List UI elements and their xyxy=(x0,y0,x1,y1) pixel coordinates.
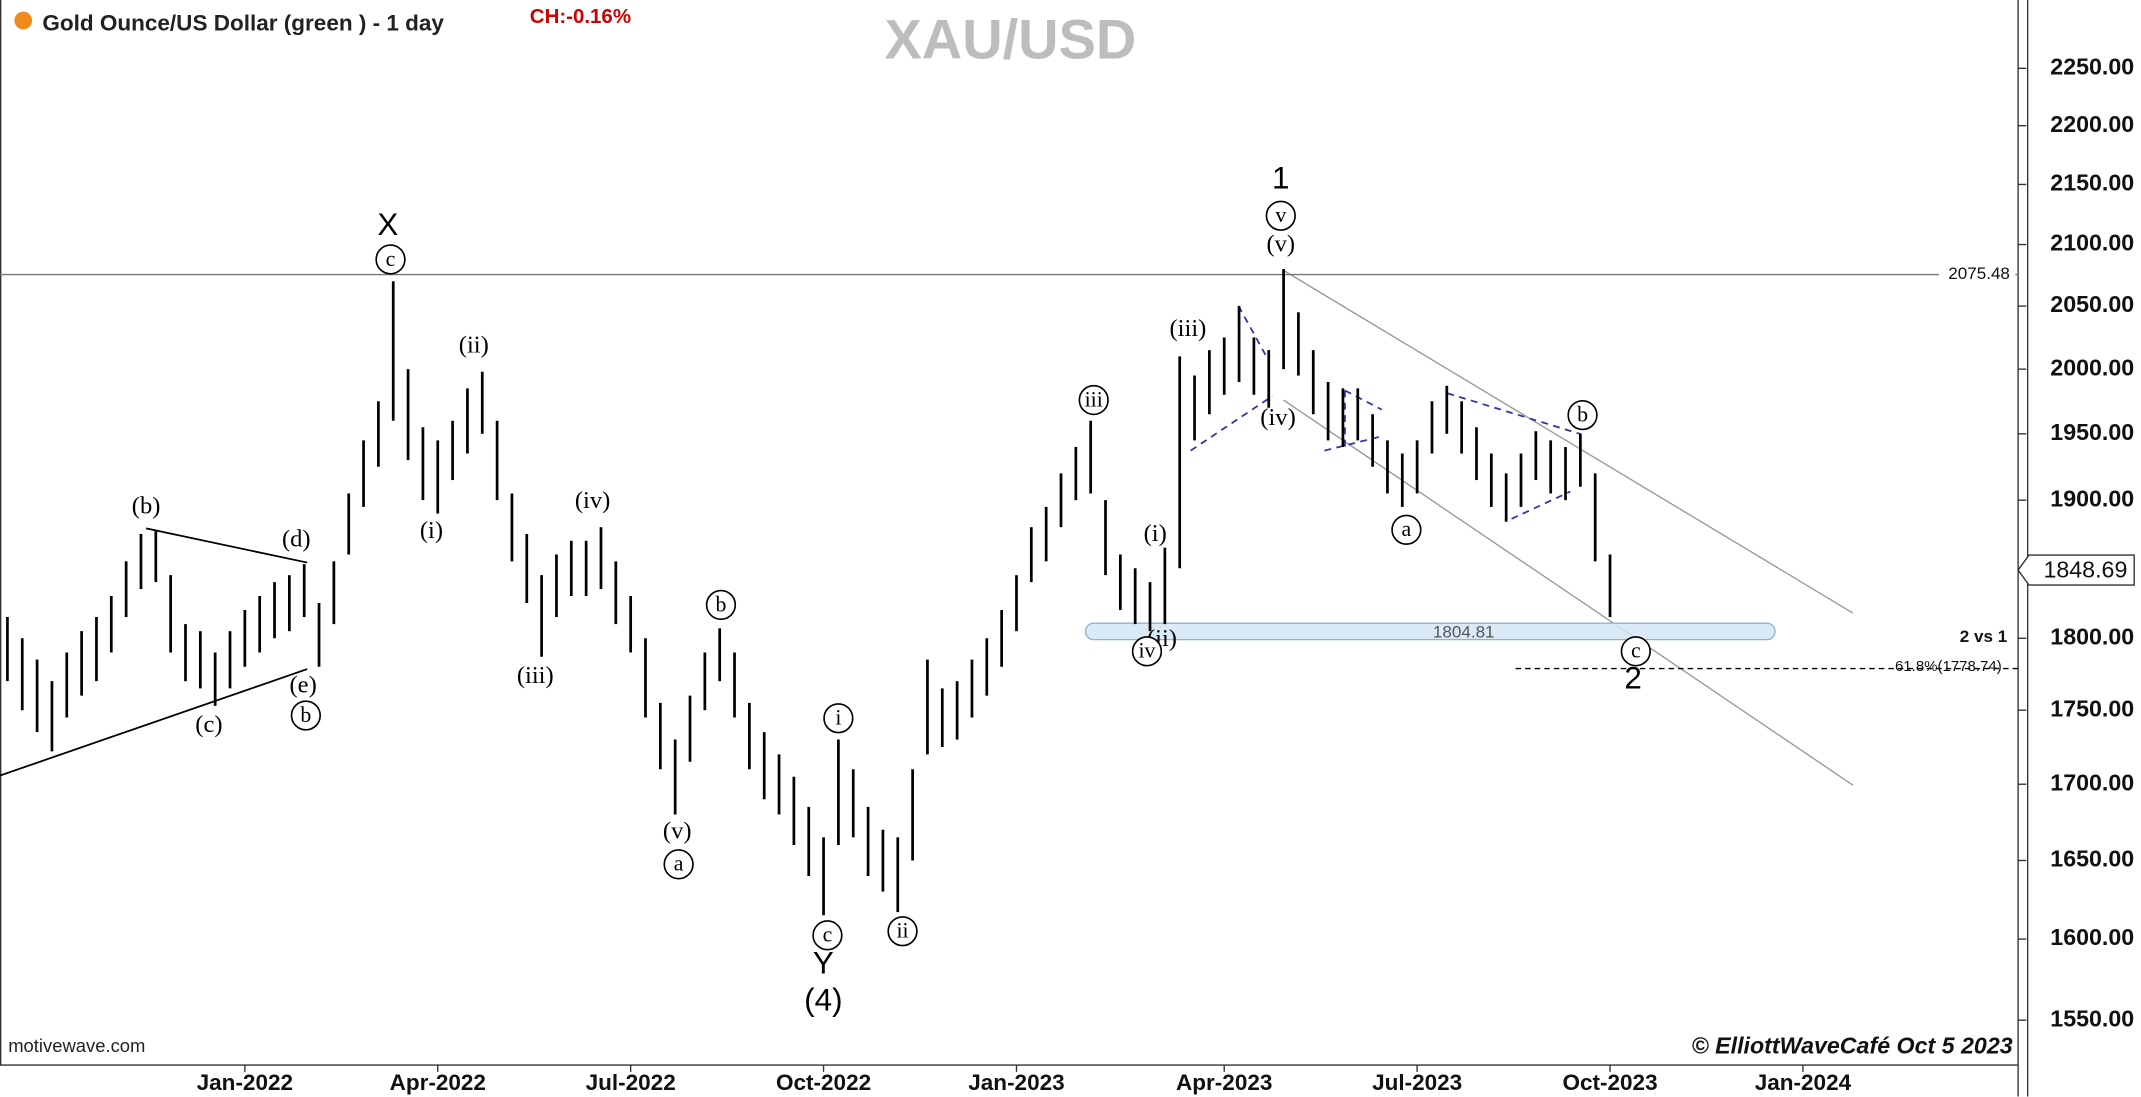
x-tick-label: Apr-2023 xyxy=(1176,1070,1272,1095)
wave-circle xyxy=(887,916,918,947)
header-change: CH:-0.16% xyxy=(530,5,631,28)
x-tick-label: Jan-2024 xyxy=(1755,1070,1852,1095)
last-price-box xyxy=(2017,554,2135,586)
channel-line xyxy=(1283,399,1854,786)
wave-label-circled: b xyxy=(300,703,311,727)
resistance-label-bg xyxy=(1938,263,2016,286)
wave-label: (ii) xyxy=(459,331,489,358)
wave-circle xyxy=(823,703,854,734)
wave-label-circled: iii xyxy=(1085,387,1103,411)
wave-circle xyxy=(812,920,843,951)
y-tick-label: 1950.00 xyxy=(2050,419,2134,445)
wave-label-circled: c xyxy=(386,247,396,271)
x-tick-label: Jul-2022 xyxy=(586,1070,676,1095)
wave-label: (iii) xyxy=(517,662,554,689)
y-tick-label: 2250.00 xyxy=(2050,53,2134,79)
triangle-line xyxy=(0,668,308,777)
wave-circle xyxy=(705,589,737,621)
triangle-dashed xyxy=(1447,392,1582,436)
wave-label-circled: v xyxy=(1275,203,1286,227)
x-tick-label: Jul-2023 xyxy=(1372,1070,1462,1095)
wave-circle xyxy=(1391,514,1422,545)
wave-label-major: (4) xyxy=(804,983,842,1018)
source: motivewave.com xyxy=(8,1035,145,1056)
wave-circle xyxy=(1078,384,1109,416)
symbol-dot xyxy=(14,11,33,30)
wave-label-major: 2 xyxy=(1624,660,1641,695)
wave-label-circled: c xyxy=(1631,639,1641,663)
wave-label: (i) xyxy=(1144,520,1167,547)
wave-label-circled: iv xyxy=(1138,639,1155,663)
x-tick-label: Apr-2022 xyxy=(390,1070,486,1095)
wave-circle xyxy=(290,700,322,731)
wave-label-circled: a xyxy=(1402,517,1412,541)
support-zone xyxy=(1084,622,1776,641)
trend-lines xyxy=(0,269,1854,786)
y-tick-label: 1750.00 xyxy=(2050,695,2134,721)
wave-label: (i) xyxy=(420,517,443,544)
wave-label: (v) xyxy=(663,818,692,845)
wave-circle xyxy=(1620,636,1651,667)
wave-label: (iv) xyxy=(1260,404,1295,431)
triangle-dashed xyxy=(1324,436,1380,452)
wave-circle xyxy=(375,244,406,275)
y-tick-label: 2200.00 xyxy=(2050,111,2134,137)
wave-label: (b) xyxy=(132,493,161,520)
last-price-label: 1848.69 xyxy=(2043,557,2127,583)
wave-label-circled: b xyxy=(715,592,726,616)
triangle-dashed xyxy=(1190,395,1274,452)
wave-label-major: X xyxy=(377,207,398,242)
y-tick-label: 1800.00 xyxy=(2050,623,2134,649)
header-title: Gold Ounce/US Dollar (green ) - 1 day xyxy=(42,11,444,36)
y-tick-label: 1700.00 xyxy=(2050,769,2134,795)
triangle-dashed xyxy=(1237,305,1268,359)
watermark: XAU/USD xyxy=(884,7,1136,70)
fib-label: 61.8%(1778.74) xyxy=(1895,658,2002,675)
y-tick-label: 2150.00 xyxy=(2050,170,2134,196)
wave-label-circled: ii xyxy=(896,919,908,943)
wave-label: (e) xyxy=(289,671,316,698)
x-tick-label: Oct-2023 xyxy=(1562,1070,1657,1095)
wave-label-circled: i xyxy=(835,706,841,730)
triangle-line xyxy=(145,527,308,564)
resistance-label: 2075.48 xyxy=(1948,264,2010,283)
y-tick-label: 2100.00 xyxy=(2050,230,2134,256)
support-zone-label: 1804.81 xyxy=(1433,622,1495,641)
wave-circle xyxy=(1131,636,1163,667)
wave-label: (iii) xyxy=(1170,315,1207,342)
y-tick-label: 1900.00 xyxy=(2050,485,2134,511)
y-tick-label: 2000.00 xyxy=(2050,354,2134,380)
y-tick-label: 1650.00 xyxy=(2050,846,2134,872)
wave-label: (iv) xyxy=(575,487,610,514)
wave-label-major: 1 xyxy=(1272,161,1289,196)
y-tick-label: 2050.00 xyxy=(2050,291,2134,317)
channel-line xyxy=(1283,269,1854,614)
x-tick-label: Jan-2022 xyxy=(197,1070,293,1095)
wave-circle xyxy=(663,849,694,880)
wave-label-major: Y xyxy=(813,946,834,981)
wave-label-circled: c xyxy=(823,923,833,947)
wave-circle xyxy=(1265,200,1296,231)
x-tick-label: Oct-2022 xyxy=(776,1070,871,1095)
wave-label: (d) xyxy=(282,525,311,552)
wave-circle xyxy=(1567,399,1598,431)
triangle-dashed xyxy=(1511,490,1571,520)
y-tick-label: 1550.00 xyxy=(2050,1005,2134,1031)
copyright: © ElliottWaveCafé Oct 5 2023 xyxy=(1692,1032,2013,1058)
wave-label-circled: a xyxy=(674,852,684,876)
wave-label: (c) xyxy=(195,711,222,738)
note: 2 vs 1 xyxy=(1960,627,2007,646)
y-tick-label: 1600.00 xyxy=(2050,924,2134,950)
x-tick-label: Jan-2023 xyxy=(968,1070,1064,1095)
wave-label-circled: b xyxy=(1577,402,1588,426)
wave-label: (v) xyxy=(1266,230,1295,257)
